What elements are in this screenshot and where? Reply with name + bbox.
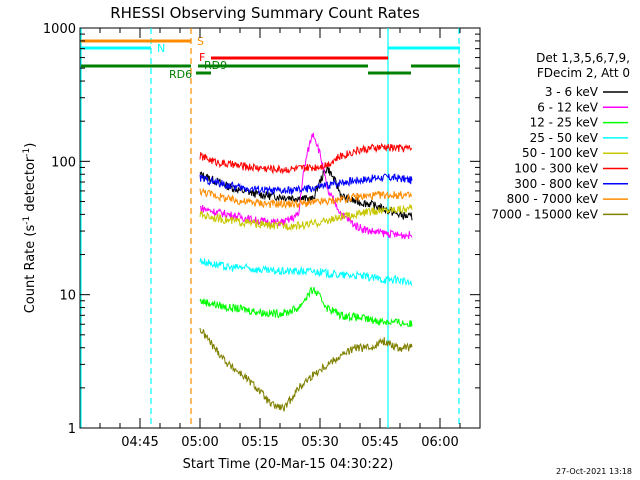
series-line — [199, 286, 413, 328]
ylabel-tail: detector — [23, 156, 38, 216]
x-axis: 04:45 05:00 05:15 05:30 05:45 06:00 — [99, 28, 461, 450]
y-tick-label: 100 — [51, 155, 76, 170]
y-tick-label: 1 — [68, 422, 76, 437]
legend-entry-label: 12 - 25 keV — [530, 116, 599, 130]
flag-label: F — [199, 51, 205, 64]
x-tick-label: 05:45 — [361, 435, 398, 450]
x-tick-label: 05:00 — [181, 435, 218, 450]
x-tick-label: 06:00 — [421, 435, 458, 450]
x-tick-label: 04:45 — [121, 435, 158, 450]
series-line — [199, 203, 413, 232]
timestamp: 27-Oct-2021 13:18 — [556, 467, 632, 476]
x-axis-label: Start Time (20-Mar-15 04:30:22) — [183, 457, 394, 472]
legend-entry-label: 25 - 50 keV — [530, 131, 599, 145]
ylabel-main: Count Rate (s — [23, 225, 38, 314]
series-group — [199, 132, 413, 412]
series-line — [199, 187, 413, 210]
ylabel-sup2: -1 — [22, 148, 32, 157]
series-line — [199, 142, 413, 175]
x-tick-label: 05:15 — [241, 435, 278, 450]
legend-header-1: Det 1,3,5,6,7,9, — [536, 51, 630, 65]
series-line — [199, 132, 413, 240]
x-tick-label: 05:30 — [301, 435, 338, 450]
legend-entry-label: 7000 - 15000 keV — [491, 207, 598, 221]
flag-label: N — [157, 42, 165, 55]
legend: Det 1,3,5,6,7,9, FDecim 2, Att 0 3 - 6 k… — [491, 51, 630, 221]
y-tick-label: 10 — [59, 289, 76, 304]
legend-entry-label: 100 - 300 keV — [514, 162, 598, 176]
y-axis: 1 10 100 1000 — [43, 22, 480, 437]
y-axis-label: Count Rate (s-1 detector-1) — [22, 143, 38, 314]
series-line — [199, 173, 413, 196]
legend-entry-label: 3 - 6 keV — [545, 85, 599, 99]
flag-label: RD6 — [169, 68, 192, 81]
legend-header-2: FDecim 2, Att 0 — [537, 66, 630, 80]
ylabel-sup: -1 — [22, 216, 32, 225]
legend-entry-label: 300 - 800 keV — [514, 177, 598, 191]
chart-title: RHESSI Observing Summary Count Rates — [110, 4, 420, 22]
y-tick-label: 1000 — [43, 22, 76, 37]
legend-entry-label: 6 - 12 keV — [537, 100, 599, 114]
plot-frame — [79, 27, 481, 429]
flag-label: RD9 — [204, 59, 227, 72]
legend-entry-label: 50 - 100 keV — [522, 146, 599, 160]
vertical-guide-lines — [80, 28, 460, 428]
series-line — [199, 327, 413, 412]
svg-text:Count Rate (s-1 detector-1): Count Rate (s-1 detector-1) — [22, 143, 38, 314]
legend-entry-label: 800 - 7000 keV — [507, 192, 599, 206]
flag-label: S — [197, 35, 204, 48]
series-line — [199, 258, 413, 286]
ylabel-end: ) — [23, 143, 38, 148]
